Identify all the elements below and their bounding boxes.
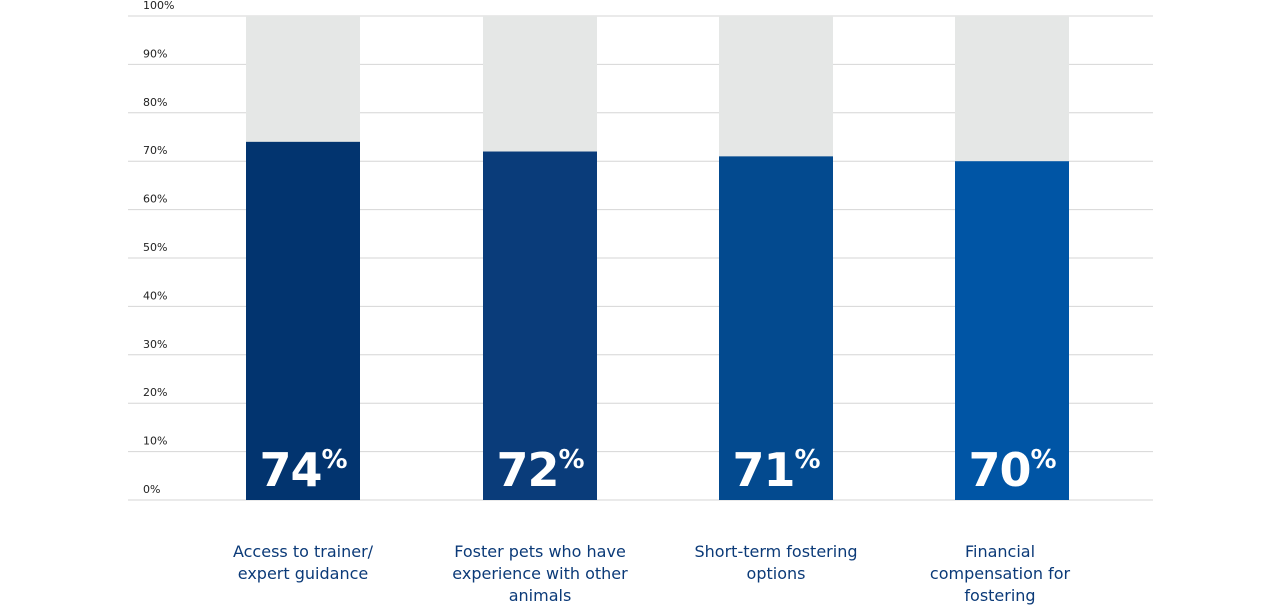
x-tick-label: Access to trainer/ expert guidance bbox=[232, 542, 374, 583]
bar bbox=[483, 151, 597, 500]
value-percent: % bbox=[794, 445, 820, 475]
y-tick-label: 0% bbox=[143, 483, 160, 496]
value-number: 70 bbox=[968, 443, 1030, 497]
y-tick-label: 70% bbox=[143, 144, 167, 157]
bar bbox=[246, 141, 360, 500]
value-label: 71% bbox=[732, 443, 820, 497]
value-label: 70% bbox=[968, 443, 1056, 497]
value-percent: % bbox=[558, 445, 584, 475]
value-number: 72 bbox=[496, 443, 558, 497]
y-tick-label: 90% bbox=[143, 47, 167, 60]
y-tick-label: 40% bbox=[143, 289, 167, 302]
x-tick-label: Financial compensation for fostering bbox=[929, 542, 1071, 605]
value-label: 74% bbox=[259, 443, 347, 497]
y-tick-label: 50% bbox=[143, 241, 167, 254]
x-tick-label: Foster pets who have experience with oth… bbox=[452, 542, 628, 605]
bar bbox=[719, 156, 833, 501]
value-number: 71 bbox=[732, 443, 794, 497]
y-tick-label: 60% bbox=[143, 193, 167, 206]
value-label: 72% bbox=[496, 443, 584, 497]
value-percent: % bbox=[1030, 445, 1056, 475]
y-tick-label: 100% bbox=[143, 0, 174, 12]
value-number: 74 bbox=[259, 443, 321, 497]
value-percent: % bbox=[321, 445, 347, 475]
x-tick-label: Short-term fostering options bbox=[694, 542, 858, 583]
y-tick-label: 10% bbox=[143, 435, 167, 448]
y-tick-label: 30% bbox=[143, 338, 167, 351]
bar bbox=[955, 161, 1069, 500]
y-tick-label: 20% bbox=[143, 386, 167, 399]
y-tick-label: 80% bbox=[143, 96, 167, 109]
